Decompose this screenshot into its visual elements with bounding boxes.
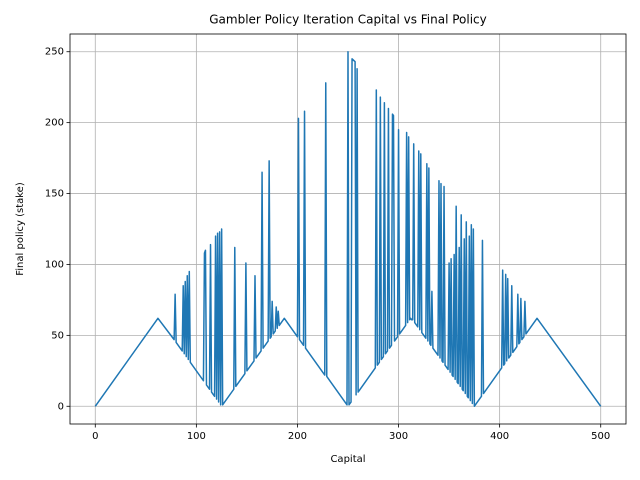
chart-title: Gambler Policy Iteration Capital vs Fina… xyxy=(209,13,487,27)
x-tick-label: 400 xyxy=(490,431,509,442)
x-axis-label: Capital xyxy=(330,454,365,465)
x-tick-label: 500 xyxy=(591,431,610,442)
y-tick-label: 50 xyxy=(51,330,64,341)
y-tick-label: 250 xyxy=(45,47,64,58)
x-tick-label: 0 xyxy=(92,431,98,442)
y-tick-label: 0 xyxy=(58,401,64,412)
y-tick-label: 100 xyxy=(45,259,64,270)
x-tick-label: 200 xyxy=(288,431,307,442)
y-tick-label: 200 xyxy=(45,118,64,129)
x-tick-label: 100 xyxy=(187,431,206,442)
y-axis-label: Final policy (stake) xyxy=(15,182,26,276)
y-tick-label: 150 xyxy=(45,189,64,200)
data-line xyxy=(94,50,602,408)
plot-frame xyxy=(69,33,627,425)
x-tick-label: 300 xyxy=(389,431,408,442)
